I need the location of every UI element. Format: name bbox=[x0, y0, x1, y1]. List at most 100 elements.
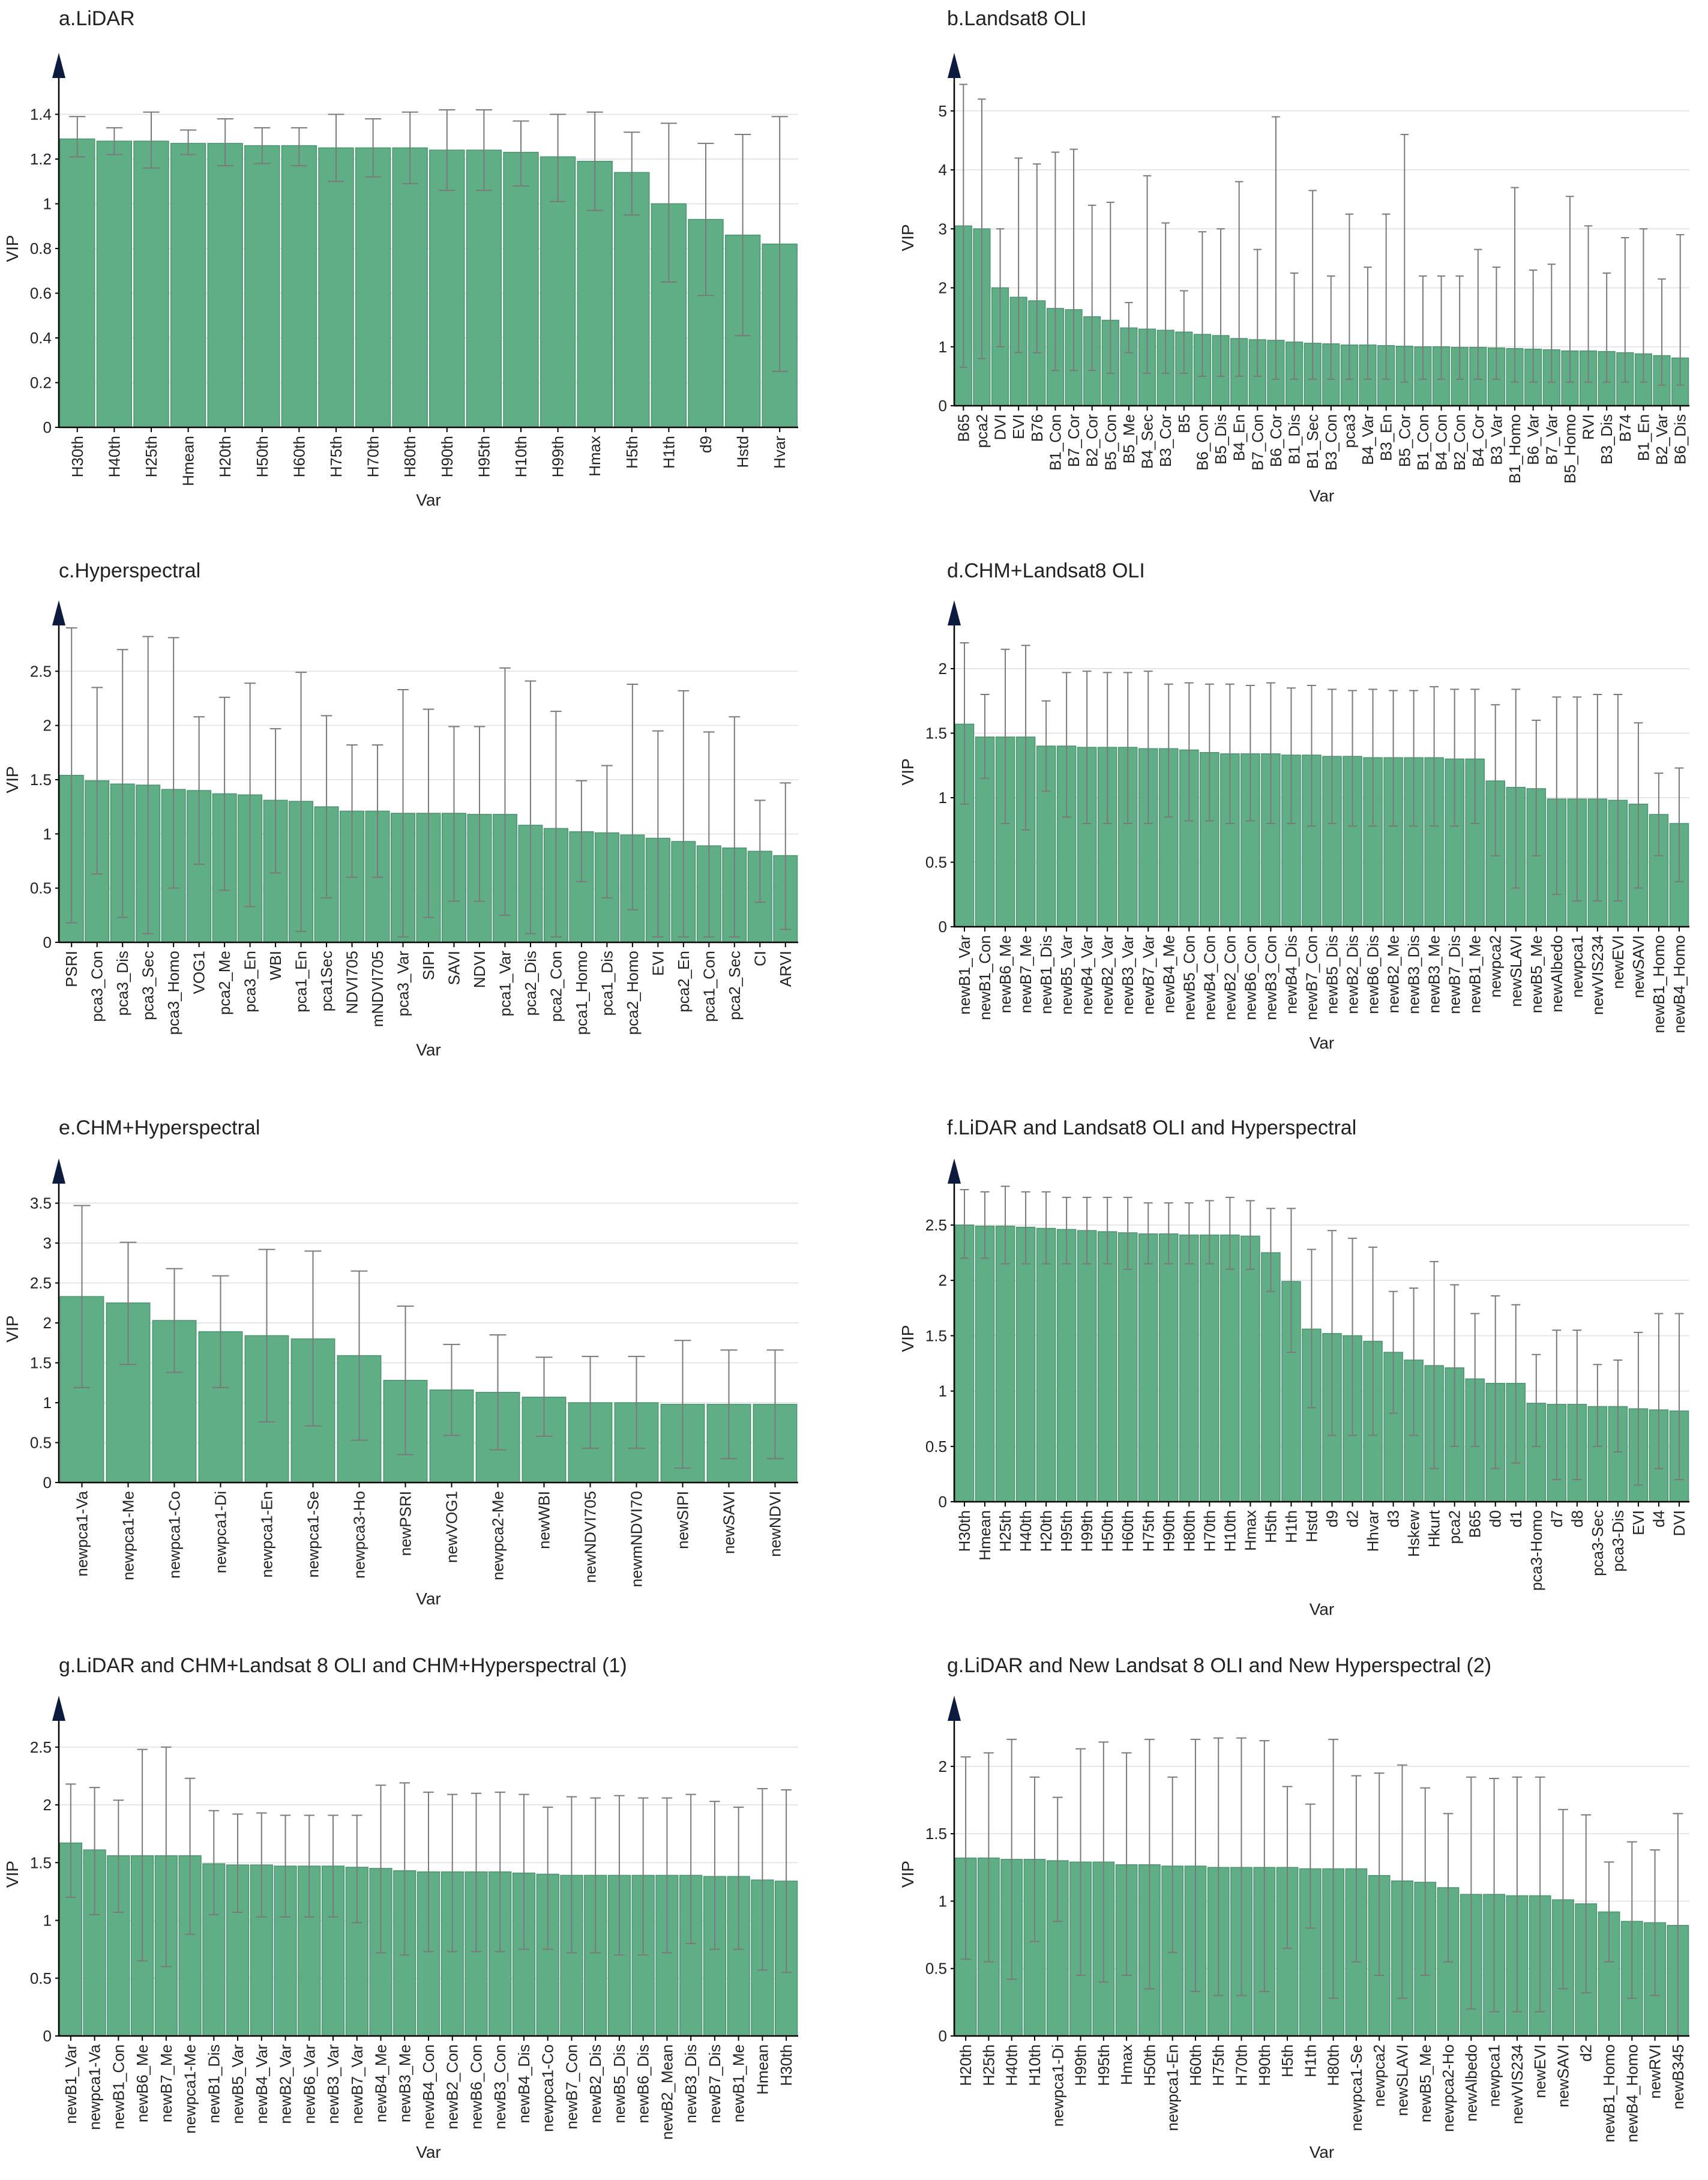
x-tick-label: newB5_Var bbox=[229, 2044, 247, 2124]
error-bar-newWBI bbox=[535, 1356, 553, 1437]
y-tick-label: 1 bbox=[43, 1912, 52, 1930]
error-bar-newB5_Dis bbox=[1328, 688, 1337, 824]
x-tick-label: d1 bbox=[1507, 1510, 1525, 1528]
error-bar-pca3_Con bbox=[91, 687, 103, 875]
x-tick-label: newNDVI705 bbox=[582, 1491, 600, 1583]
x-tick-label: newB3_Me bbox=[1425, 935, 1443, 1013]
y-tick-label: 0.5 bbox=[925, 1438, 947, 1456]
y-axis-label: VIP bbox=[898, 758, 917, 785]
error-bar-newB3_Me bbox=[399, 1782, 410, 1956]
bar-H5th bbox=[1261, 1252, 1281, 1502]
error-bar-B2_Con bbox=[1455, 275, 1464, 380]
x-tick-label: H50th bbox=[253, 436, 271, 477]
x-tick-label: newB4_Var bbox=[1078, 935, 1096, 1015]
x-tick-label: H1th bbox=[660, 436, 678, 469]
error-bar-H1th bbox=[660, 122, 677, 283]
x-tick-label: newB4_Var bbox=[253, 2044, 271, 2124]
x-tick-label: newB7_Dis bbox=[706, 2044, 724, 2124]
x-tick-label: newEVI bbox=[1531, 2044, 1549, 2098]
error-bar-H70th bbox=[365, 118, 382, 178]
x-tick-label: pca2_Sec bbox=[726, 951, 744, 1020]
x-tick-label: pca2_Dis bbox=[522, 951, 540, 1016]
y-tick-label: 0 bbox=[939, 918, 947, 936]
y-tick-label: 3 bbox=[43, 1234, 52, 1252]
error-bar-H99th bbox=[1075, 1748, 1086, 1976]
error-bar-newB3_Me bbox=[1430, 686, 1439, 827]
error-bar-newVIS234 bbox=[1512, 1776, 1523, 2013]
error-bar-Hmean bbox=[757, 1788, 768, 1971]
x-tick-label: Hskew bbox=[1405, 1510, 1423, 1557]
error-bar-newpca1-Va bbox=[73, 1205, 91, 1388]
x-tick-label: newB6_Var bbox=[300, 2044, 318, 2124]
error-bar-pca3_Dis bbox=[116, 649, 128, 918]
error-bar-d9 bbox=[1328, 1230, 1337, 1436]
x-tick-label: B4_Con bbox=[1433, 414, 1451, 471]
x-tick-label: H25th bbox=[979, 2044, 997, 2086]
y-tick-label: 1 bbox=[43, 195, 52, 213]
error-bar-Hmax bbox=[1121, 1752, 1132, 1976]
x-tick-label: newpca2 bbox=[1487, 935, 1505, 998]
x-tick-label: newB3_Dis bbox=[1405, 935, 1423, 1014]
error-bar-newB4_Con bbox=[423, 1791, 434, 1953]
bar-H90th bbox=[1159, 1233, 1179, 1502]
x-tick-label: SAVI bbox=[445, 951, 463, 985]
error-bar-newpca1-Di bbox=[1052, 1796, 1063, 1923]
x-tick-label: newB3_Var bbox=[1119, 935, 1137, 1015]
error-bar-B4_Con bbox=[1437, 275, 1446, 380]
error-bar-NDVI bbox=[474, 726, 486, 902]
x-tick-label: B1_Homo bbox=[1506, 414, 1524, 484]
x-tick-label: newAlbedo bbox=[1548, 935, 1566, 1013]
x-tick-label: B2_Con bbox=[1451, 414, 1469, 471]
error-bar-VOG1 bbox=[193, 716, 205, 865]
error-bar-newB6_Con bbox=[471, 1792, 482, 1953]
y-axis-arrow-icon bbox=[52, 1696, 65, 1721]
chart-title: f.LiDAR and Landsat8 OLI and Hyperspectr… bbox=[947, 1116, 1356, 1139]
error-bar-newB4_Me bbox=[1164, 683, 1173, 818]
error-bar-B65 bbox=[959, 83, 968, 369]
x-axis-label: Var bbox=[1310, 487, 1335, 505]
error-bar-d8 bbox=[1572, 1329, 1582, 1481]
error-bar-Hmean bbox=[180, 129, 197, 155]
error-bar-newB3_Dis bbox=[685, 1793, 696, 1944]
x-tick-label: Hmax bbox=[1241, 1510, 1259, 1551]
x-tick-label: B6_Cor bbox=[1267, 414, 1285, 467]
x-tick-label: newB5_Me bbox=[1527, 935, 1545, 1013]
x-tick-label: d2 bbox=[1344, 1510, 1362, 1528]
error-bar-newpca1-Se bbox=[304, 1250, 322, 1427]
error-bar-B3_En bbox=[1382, 213, 1391, 380]
x-tick-label: newpca1-Va bbox=[86, 2044, 104, 2130]
x-tick-label: newB2_Var bbox=[1098, 935, 1116, 1015]
y-tick-label: 1 bbox=[939, 338, 947, 356]
error-bar-H75th bbox=[1213, 1737, 1224, 1996]
bar-H90th bbox=[429, 149, 465, 428]
error-bar-H40th bbox=[1021, 1191, 1030, 1265]
x-tick-label: newB6_Con bbox=[1241, 935, 1259, 1020]
y-tick-label: 3 bbox=[939, 220, 947, 238]
x-tick-label: pca2_En bbox=[675, 951, 693, 1013]
x-tick-label: newB4_Homo bbox=[1670, 935, 1688, 1033]
bar-H75th bbox=[1138, 1233, 1158, 1502]
x-tick-label: newB5_Var bbox=[1057, 935, 1075, 1015]
error-bar-newSLAVI bbox=[1511, 688, 1521, 889]
error-bar-B3_Dis bbox=[1602, 272, 1611, 383]
error-bar-newB2_Dis bbox=[590, 1797, 601, 1954]
error-bar-H60th bbox=[1190, 1738, 1201, 1992]
error-bar-pca3_Homo bbox=[167, 637, 179, 889]
y-tick-label: 1 bbox=[43, 1394, 52, 1412]
x-tick-label: H10th bbox=[1221, 1510, 1239, 1552]
error-bar-newSIPI bbox=[674, 1340, 691, 1469]
x-tick-label: newB3_Con bbox=[491, 2044, 509, 2130]
error-bar-newNDVI705 bbox=[582, 1355, 599, 1449]
x-tick-label: newpca1 bbox=[1485, 2044, 1503, 2107]
error-bar-d0 bbox=[1491, 1295, 1500, 1469]
error-bar-Hmax bbox=[1245, 1200, 1255, 1270]
error-bar-pca2_En bbox=[678, 690, 690, 938]
error-bar-H50th bbox=[254, 127, 271, 164]
error-bar-newB4_Var bbox=[256, 1812, 267, 1918]
error-bar-newB2_Var bbox=[1102, 672, 1112, 824]
bar-H10th bbox=[503, 152, 539, 428]
x-tick-label: H80th bbox=[401, 436, 419, 477]
error-bar-newB1_Var bbox=[65, 1783, 76, 1898]
error-bar-NDVI705 bbox=[346, 744, 358, 878]
